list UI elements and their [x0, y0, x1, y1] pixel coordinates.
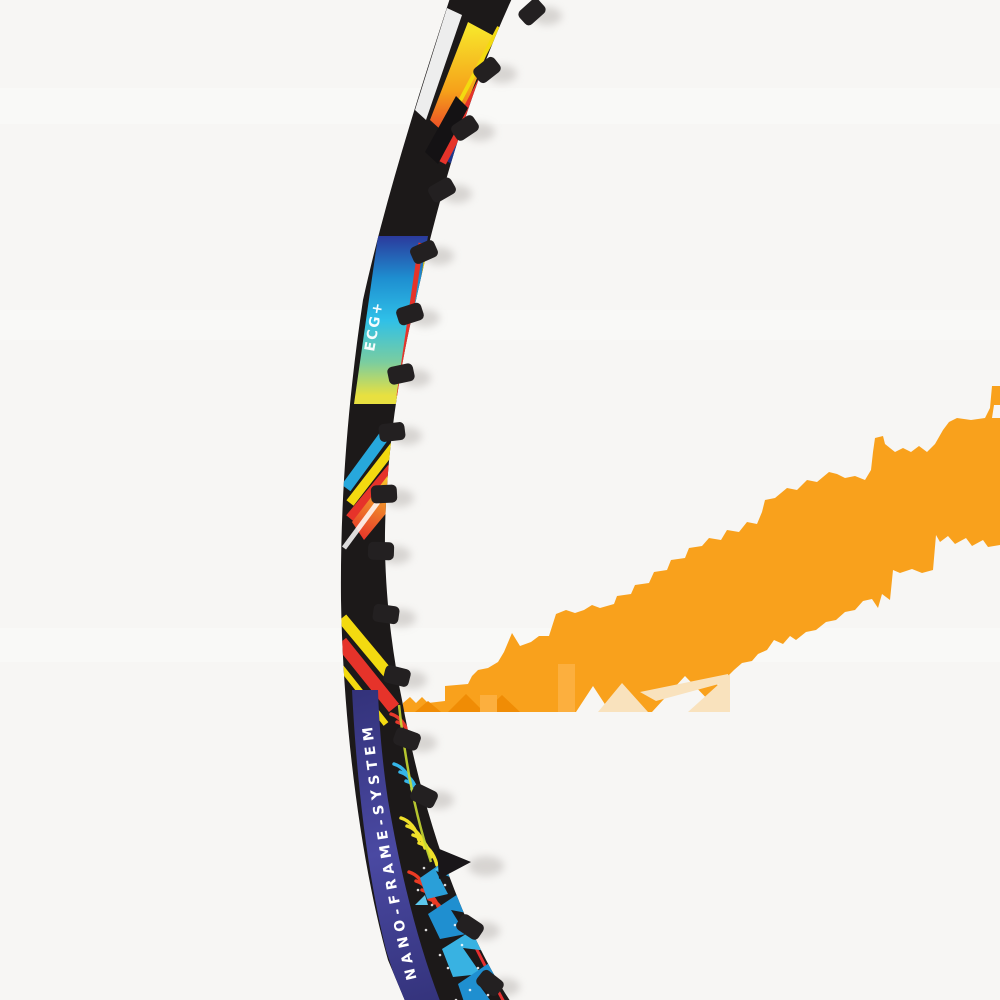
deco-yellow-red-top — [430, 22, 494, 140]
deco-lime-pinstripe — [397, 704, 433, 863]
grommet — [372, 603, 400, 625]
deco-yellow-low1 — [340, 614, 397, 682]
grommet — [410, 240, 438, 264]
frame-band — [352, 690, 442, 1000]
deco-white-sliver-top — [415, 8, 462, 120]
deco-red-low — [340, 637, 400, 713]
grommets — [367, 0, 546, 997]
grommet — [410, 783, 438, 809]
deco-cyan-band — [354, 236, 428, 404]
swoosh-main-shape — [403, 386, 1000, 712]
deco-white-diag — [341, 500, 381, 550]
grommet — [451, 115, 479, 141]
grommet — [378, 422, 406, 442]
grommet — [476, 969, 504, 997]
grommet — [370, 484, 398, 504]
grommet — [518, 0, 546, 26]
glitch-swoosh — [403, 386, 1000, 712]
grommet — [383, 665, 411, 687]
swoosh-shade-pale — [598, 674, 730, 712]
grommet — [473, 56, 501, 84]
grommet — [367, 541, 395, 561]
grommet — [387, 363, 415, 385]
deco-black-chevron — [425, 96, 468, 164]
grommet — [393, 727, 421, 751]
grommet — [428, 177, 456, 203]
swoosh-shade-light — [480, 664, 575, 712]
string-hook-tab — [437, 848, 471, 879]
star-dots — [416, 866, 490, 1000]
background-banding — [0, 88, 1000, 662]
grommet — [396, 302, 424, 326]
grommet — [456, 914, 484, 940]
